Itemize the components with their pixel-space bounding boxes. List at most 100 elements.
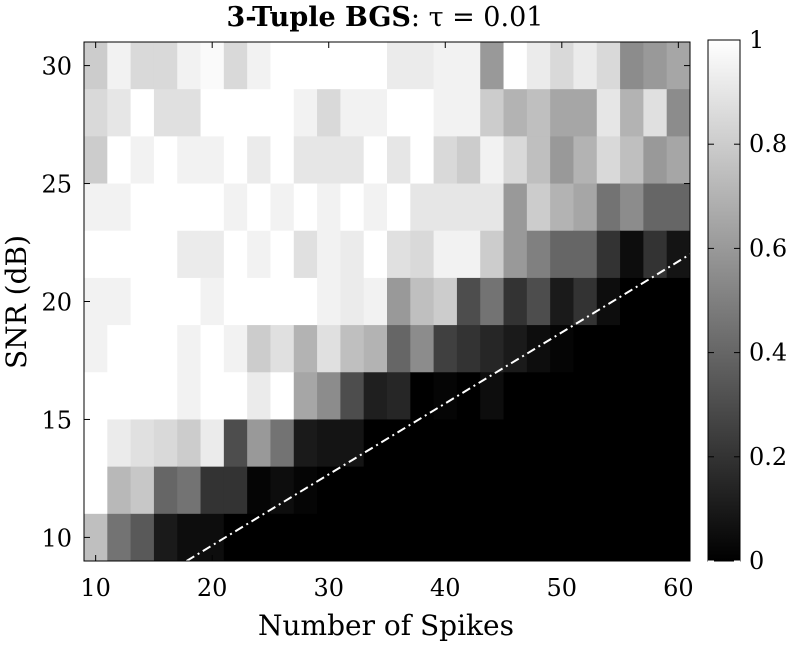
heatmap-cell <box>130 277 155 326</box>
heatmap-cell <box>526 466 551 515</box>
x-tick-label: 50 <box>547 574 578 602</box>
heatmap-cell <box>107 466 132 515</box>
heatmap-cell <box>410 513 435 562</box>
heatmap-cell <box>387 89 411 137</box>
heatmap-cell <box>526 42 551 90</box>
heatmap-cell <box>480 372 505 420</box>
x-tick-label: 40 <box>430 574 461 602</box>
heatmap-cell <box>666 42 691 90</box>
heatmap-cell <box>387 183 411 232</box>
heatmap-cell <box>643 325 668 373</box>
heatmap-cell <box>107 325 132 373</box>
heatmap-cell <box>456 136 481 185</box>
heatmap-cell <box>596 372 621 420</box>
heatmap-cell <box>620 89 644 137</box>
heatmap-cell <box>200 277 225 326</box>
heatmap-cell <box>387 372 411 420</box>
heatmap-cell <box>387 42 411 90</box>
y-tick-label: 20 <box>41 289 72 317</box>
heatmap-cell <box>526 419 551 468</box>
heatmap-cell <box>550 277 574 326</box>
heatmap-cell <box>223 372 248 420</box>
heatmap-cell <box>503 466 528 515</box>
heatmap-cell <box>573 89 598 137</box>
heatmap-cell <box>573 136 598 185</box>
heatmap-cell <box>84 42 108 90</box>
heatmap-cell <box>177 325 202 373</box>
x-tick-label: 10 <box>80 574 111 602</box>
heatmap-cell <box>293 89 318 137</box>
heatmap-cell <box>153 466 178 515</box>
heatmap-cell <box>84 136 108 185</box>
heatmap-cell <box>643 466 668 515</box>
heatmap-cell <box>456 466 481 515</box>
heatmap-cell <box>317 136 341 185</box>
heatmap-cell <box>433 513 458 562</box>
heatmap-cell <box>503 372 528 420</box>
heatmap-cell <box>363 325 388 373</box>
threshold-line-group <box>186 253 691 562</box>
heatmap-cell <box>177 372 202 420</box>
heatmap-cell <box>456 230 481 279</box>
heatmap-cell <box>317 419 341 468</box>
heatmap-cell <box>177 136 202 185</box>
heatmap-cell <box>340 372 365 420</box>
heatmap-cell <box>223 230 248 279</box>
heatmap-cell <box>293 183 318 232</box>
heatmap-cell <box>84 89 108 137</box>
heatmap-cell <box>573 325 598 373</box>
heatmap-cell <box>643 230 668 279</box>
heatmap-cell <box>270 325 295 373</box>
heatmap-cell <box>503 277 528 326</box>
heatmap-cell <box>410 372 435 420</box>
heatmap-cell <box>130 419 155 468</box>
heatmap-cell <box>293 466 318 515</box>
heatmap-cell <box>153 419 178 468</box>
heatmap-cell <box>177 513 202 562</box>
heatmap-cell <box>107 42 132 90</box>
heatmap-cell <box>573 230 598 279</box>
heatmap-cell <box>433 230 458 279</box>
heatmap-cell <box>317 325 341 373</box>
heatmap-cell <box>387 136 411 185</box>
heatmap-cell <box>340 277 365 326</box>
heatmap-cell <box>526 89 551 137</box>
heatmap-cell <box>247 419 271 468</box>
heatmap-cell <box>363 230 388 279</box>
heatmap-cell <box>247 325 271 373</box>
heatmap-cell <box>550 230 574 279</box>
heatmap-cell <box>200 325 225 373</box>
heatmap-cell <box>480 466 505 515</box>
y-tick-label: 25 <box>41 171 72 199</box>
heatmap-cell <box>340 183 365 232</box>
heatmap-cell <box>596 230 621 279</box>
heatmap-cell <box>456 325 481 373</box>
heatmap-cell <box>363 419 388 468</box>
heatmap-cell <box>526 230 551 279</box>
heatmap-cell <box>270 466 295 515</box>
heatmap-cell <box>177 183 202 232</box>
heatmap-cell <box>596 89 621 137</box>
heatmap-cell <box>223 466 248 515</box>
heatmap-cell <box>596 277 621 326</box>
heatmap-cell <box>596 419 621 468</box>
heatmap-cell <box>340 513 365 562</box>
heatmap-cell <box>410 419 435 468</box>
heatmap-cell <box>223 42 248 90</box>
heatmap-cell <box>363 183 388 232</box>
heatmap-cell <box>433 419 458 468</box>
heatmap-cell <box>84 513 108 562</box>
heatmap-cell <box>200 89 225 137</box>
heatmap-cell <box>387 513 411 562</box>
heatmap-cell <box>666 513 691 562</box>
heatmap-cell <box>433 89 458 137</box>
heatmap-cell <box>317 183 341 232</box>
heatmap-cell <box>666 419 691 468</box>
heatmap-cell <box>340 89 365 137</box>
heatmap-cell <box>293 325 318 373</box>
heatmap-cell <box>643 183 668 232</box>
heatmap-cell <box>620 42 644 90</box>
heatmap-cell <box>596 183 621 232</box>
heatmap-cell <box>573 42 598 90</box>
y-tick-label: 30 <box>41 53 72 81</box>
